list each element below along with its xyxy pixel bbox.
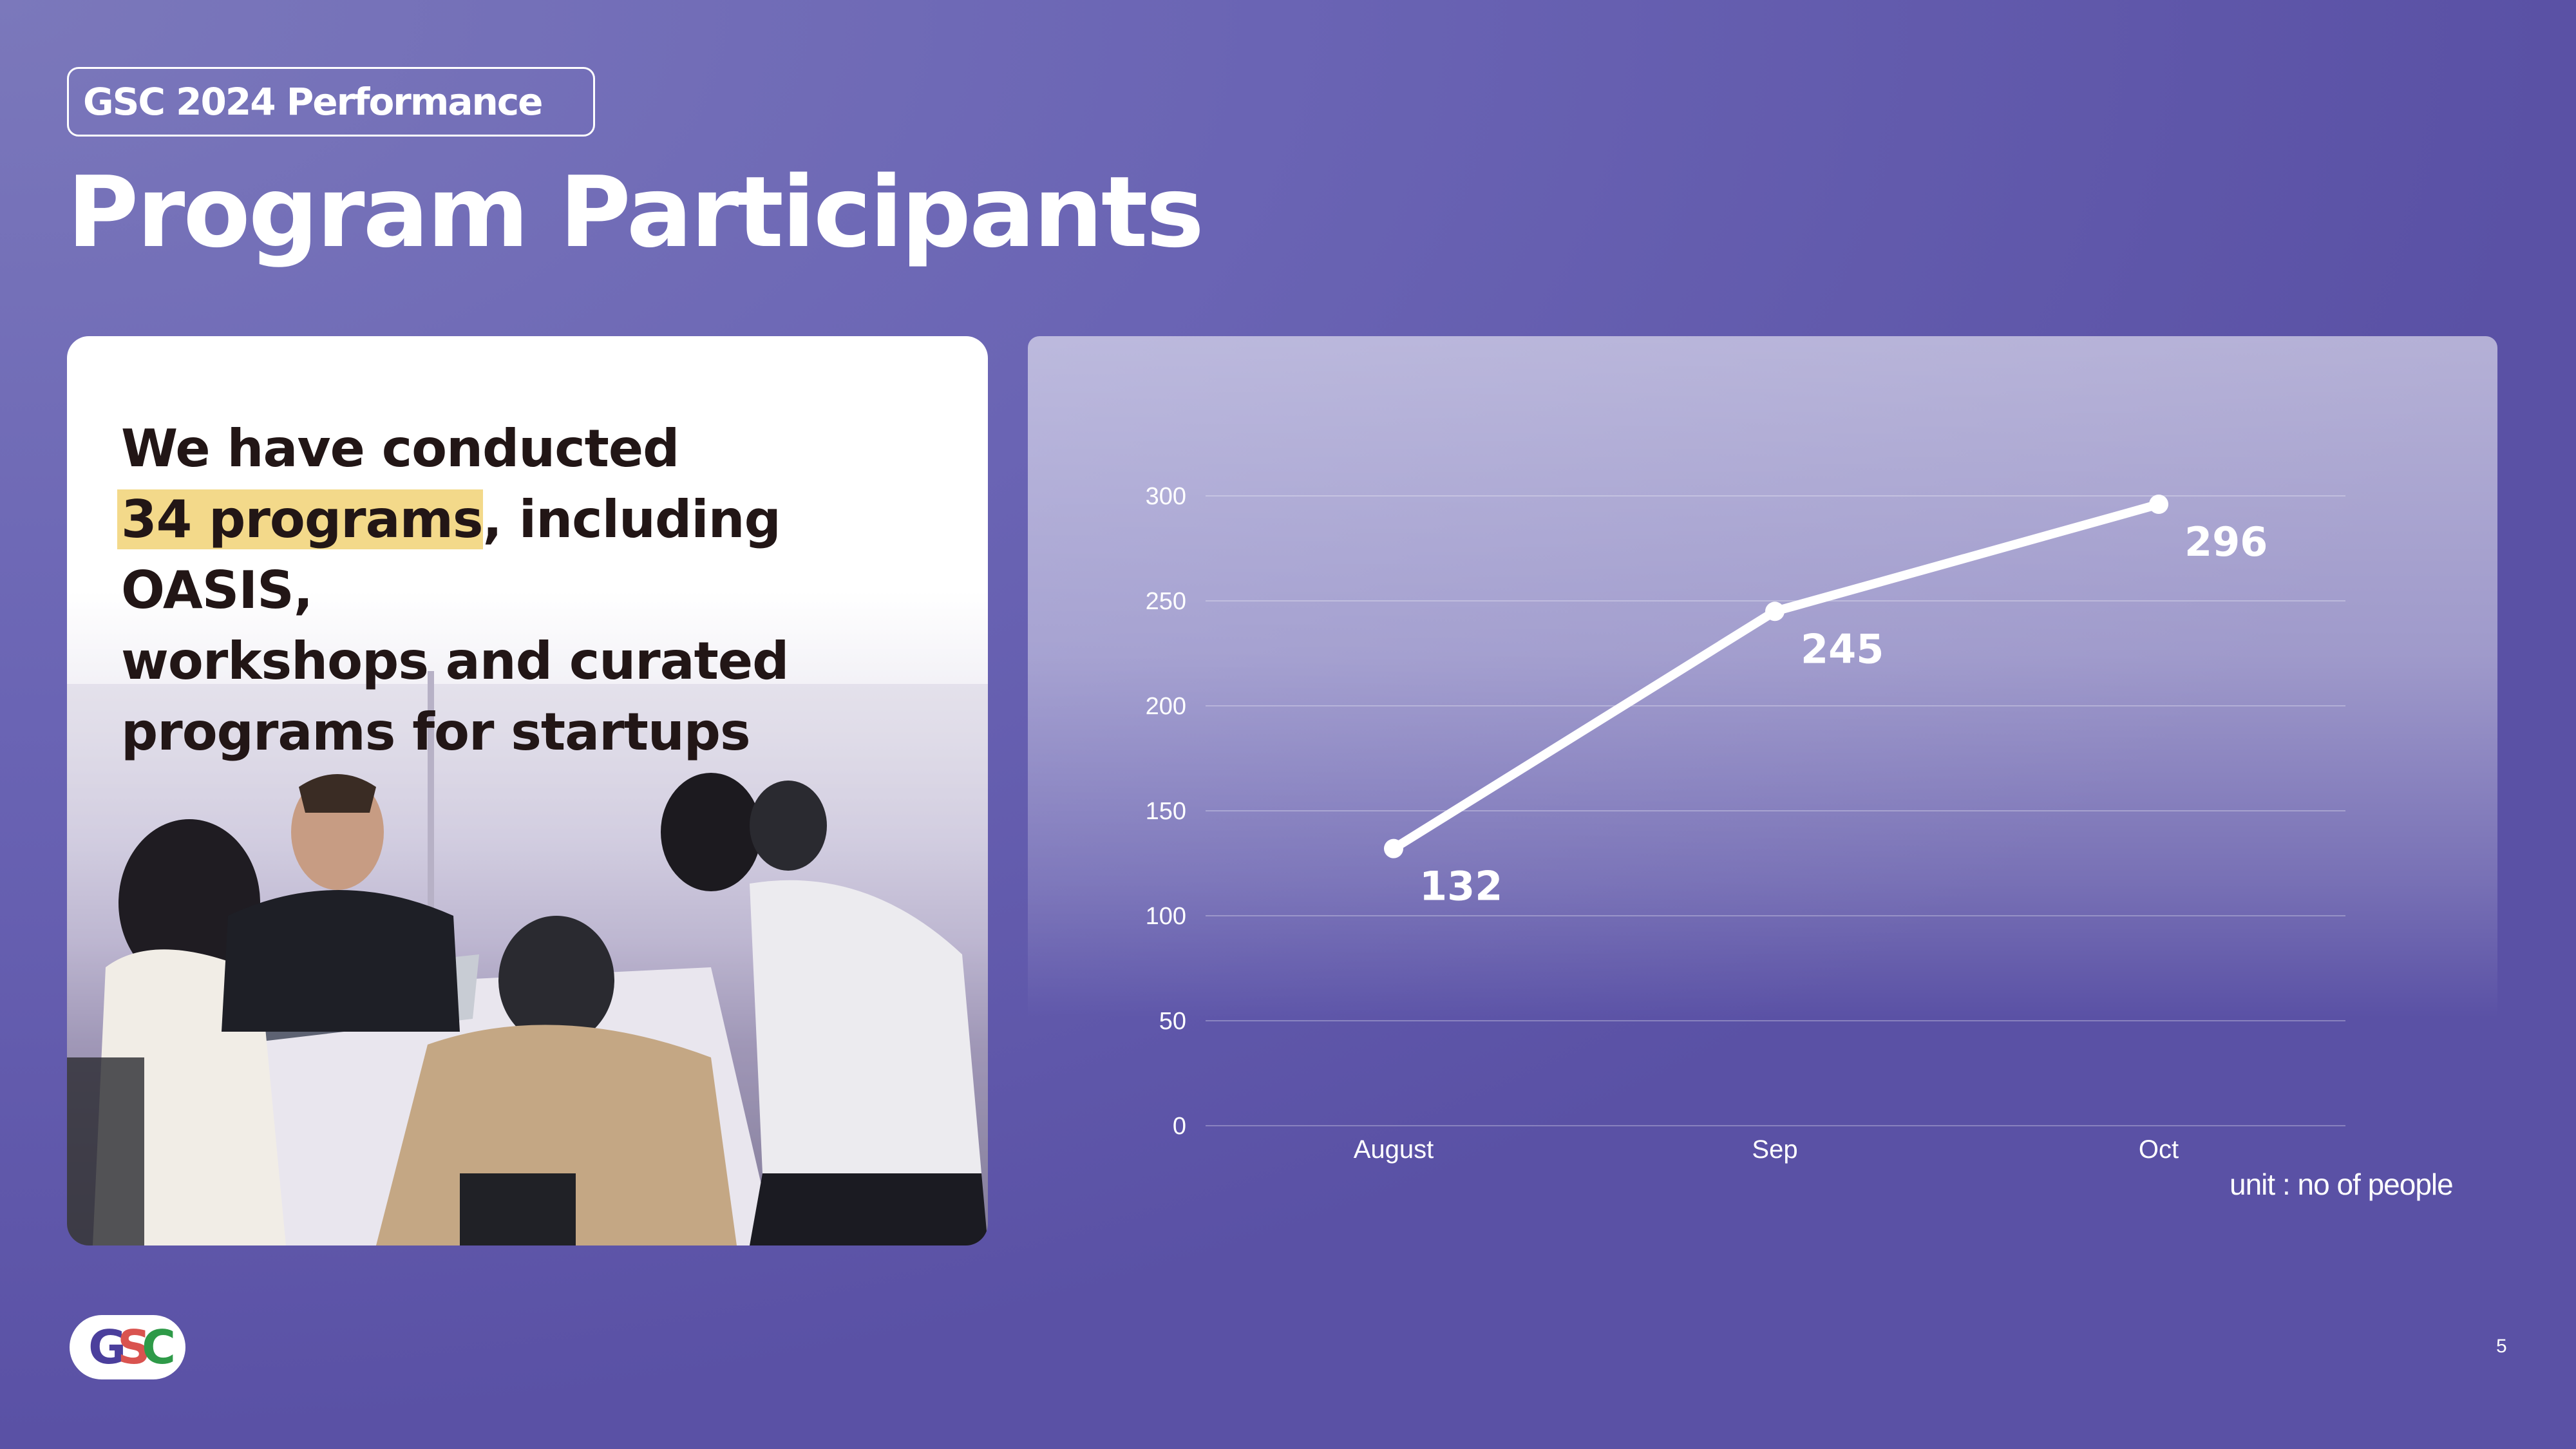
x-tick-label: Oct xyxy=(2139,1135,2179,1164)
data-point xyxy=(1384,838,1403,858)
x-tick-label: August xyxy=(1354,1135,1434,1164)
x-tick-label: Sep xyxy=(1752,1135,1797,1164)
data-label: 245 xyxy=(1801,625,1884,672)
program-summary-text: We have conducted 34 programs, including… xyxy=(121,413,971,768)
gsc-logo: GSC xyxy=(70,1315,185,1379)
y-tick-label: 200 xyxy=(1146,693,1186,720)
program-photo-card: We have conducted 34 programs, including… xyxy=(67,336,988,1245)
y-tick-label: 150 xyxy=(1146,798,1186,825)
summary-line-2: 34 programs, including OASIS, xyxy=(121,484,971,626)
programs-highlight: 34 programs xyxy=(121,489,484,549)
summary-line-4: programs for startups xyxy=(121,702,751,762)
y-tick-label: 250 xyxy=(1146,588,1186,615)
page-number: 5 xyxy=(2496,1336,2507,1357)
logo-letter-s: S xyxy=(117,1320,151,1374)
series-line xyxy=(1389,500,2163,853)
data-point xyxy=(2149,495,2168,515)
y-tick-label: 0 xyxy=(1173,1113,1186,1140)
participants-line-chart: 0 50 100 150 200 250 300 August Sep Oct 132 245 296 xyxy=(1146,483,2345,1164)
y-tick-label: 300 xyxy=(1146,483,1186,510)
unit-note: unit : no of people xyxy=(2230,1168,2454,1201)
logo-letter-c: C xyxy=(142,1320,176,1374)
summary-line-1: We have conducted xyxy=(121,419,679,478)
data-label: 296 xyxy=(2184,518,2268,565)
workshop-photo xyxy=(67,671,988,1245)
section-tag: GSC 2024 Performance xyxy=(67,67,595,137)
logo-letters: GSC xyxy=(70,1315,185,1379)
summary-line-3: workshops and curated xyxy=(121,631,789,691)
page-title: Program Participants xyxy=(67,155,1204,269)
data-point xyxy=(1765,601,1785,621)
logo-letter-g: G xyxy=(88,1320,126,1374)
y-tick-label: 50 xyxy=(1159,1008,1186,1035)
summary-line-2-rest: , including OASIS, xyxy=(121,489,781,620)
y-tick-label: 100 xyxy=(1146,903,1186,930)
data-label: 132 xyxy=(1419,863,1502,910)
chart-card: 0 50 100 150 200 250 300 August Sep Oct 132 245 296 xyxy=(1028,336,2497,1245)
